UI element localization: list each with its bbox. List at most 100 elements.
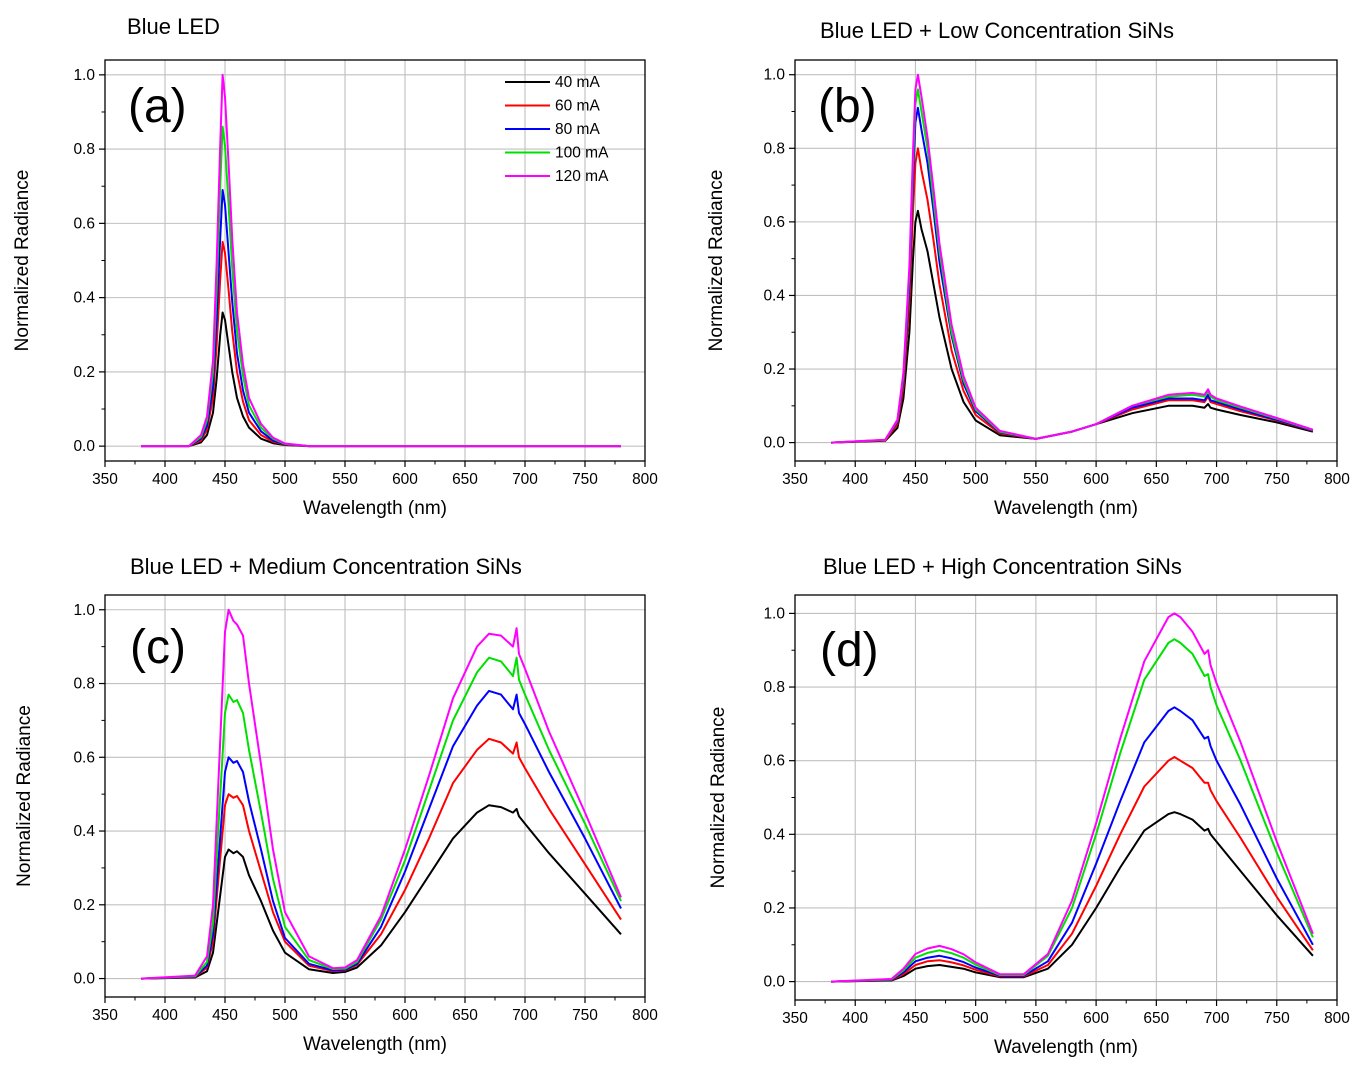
x-tick-label: 500 xyxy=(272,1007,298,1024)
chart-panel-2: 350 400 450 500 550 600 650 700 750 800 0.0 0.2 0.4 0… xyxy=(706,18,1350,519)
x-tick-label: 350 xyxy=(782,1010,808,1027)
x-tick-label: 650 xyxy=(1143,471,1169,488)
y-axis-label: Normalized Radiance xyxy=(708,707,729,889)
x-tick-label: 750 xyxy=(572,471,598,488)
panel-label: (b) xyxy=(818,80,877,133)
y-tick-label: 0.8 xyxy=(763,140,785,157)
y-tick-label: 0.6 xyxy=(73,749,95,766)
chart-title: Blue LED + High Concentration SiNs xyxy=(823,554,1182,579)
panel-label: (a) xyxy=(128,80,187,133)
series-line-120-ma xyxy=(141,73,621,448)
x-tick-label: 600 xyxy=(392,471,418,488)
panel-label: (c) xyxy=(130,621,186,674)
series-line-120-ma xyxy=(140,608,622,980)
x-tick-label: 350 xyxy=(92,1007,118,1024)
x-tick-label: 650 xyxy=(1143,1010,1169,1027)
x-tick-label: 550 xyxy=(1023,471,1049,488)
y-tick-label: 0.4 xyxy=(763,826,785,843)
x-tick-label: 750 xyxy=(1264,1010,1290,1027)
series-line-60-ma xyxy=(831,756,1314,983)
x-tick-label: 600 xyxy=(1083,471,1109,488)
x-tick-label: 400 xyxy=(152,471,178,488)
series-line-40-ma xyxy=(831,209,1314,444)
x-tick-label: 500 xyxy=(272,471,298,488)
x-tick-label: 600 xyxy=(1083,1010,1109,1027)
y-tick-label: 0.2 xyxy=(73,897,95,914)
series-line-40-ma xyxy=(831,811,1314,983)
x-tick-label: 450 xyxy=(212,471,238,488)
y-tick-label: 1.0 xyxy=(73,67,95,84)
x-tick-label: 800 xyxy=(632,471,658,488)
chart-title: Blue LED + Medium Concentration SiNs xyxy=(130,554,522,579)
x-tick-label: 550 xyxy=(332,1007,358,1024)
x-tick-label: 450 xyxy=(903,471,929,488)
x-tick-label: 750 xyxy=(1264,471,1290,488)
series-line-40-ma xyxy=(140,804,622,980)
x-axis-label: Wavelength (nm) xyxy=(994,498,1138,519)
x-tick-label: 400 xyxy=(842,1010,868,1027)
x-tick-label: 700 xyxy=(1204,1010,1230,1027)
y-tick-label: 0.4 xyxy=(763,287,785,304)
x-tick-label: 650 xyxy=(452,471,478,488)
y-tick-label: 0.6 xyxy=(73,215,95,232)
y-tick-label: 0.2 xyxy=(73,364,95,381)
x-tick-label: 750 xyxy=(572,1007,598,1024)
legend-label: 120 mA xyxy=(555,168,609,185)
x-tick-label: 700 xyxy=(512,471,538,488)
y-axis-label: Normalized Radiance xyxy=(14,705,35,887)
chart-panel-1: 350 400 450 500 550 600 650 700 750 800 0.0 0.2 0.4 0… xyxy=(12,14,658,519)
x-tick-label: 400 xyxy=(842,471,868,488)
y-tick-label: 0.8 xyxy=(73,676,95,693)
legend: 40 mA 60 mA 80 mA 100 mA 120 mA xyxy=(505,74,609,185)
x-tick-label: 450 xyxy=(903,1010,929,1027)
legend-label: 80 mA xyxy=(555,121,600,138)
y-tick-label: 0.0 xyxy=(763,974,785,991)
x-tick-label: 600 xyxy=(392,1007,418,1024)
x-tick-label: 550 xyxy=(1023,1010,1049,1027)
y-tick-label: 0.0 xyxy=(763,435,785,452)
y-tick-label: 0.8 xyxy=(73,141,95,158)
series-line-100-ma xyxy=(831,638,1314,983)
x-tick-label: 500 xyxy=(963,471,989,488)
chart-panel-3: 350 400 450 500 550 600 650 700 750 800 0.0 0.2 0.4 0… xyxy=(14,554,658,1055)
chart-title: Blue LED + Low Concentration SiNs xyxy=(820,18,1174,43)
x-tick-label: 700 xyxy=(1204,471,1230,488)
x-tick-label: 700 xyxy=(512,1007,538,1024)
series-line-120-ma xyxy=(831,612,1314,983)
series-line-80-ma xyxy=(831,706,1314,983)
x-tick-label: 350 xyxy=(782,471,808,488)
y-tick-label: 0.6 xyxy=(763,753,785,770)
x-tick-label: 550 xyxy=(332,471,358,488)
y-tick-label: 0.0 xyxy=(73,438,95,455)
legend-label: 60 mA xyxy=(555,98,600,115)
legend-label: 40 mA xyxy=(555,74,600,91)
x-tick-label: 800 xyxy=(1324,1010,1350,1027)
y-tick-label: 1.0 xyxy=(73,602,95,619)
y-tick-label: 1.0 xyxy=(763,67,785,84)
x-axis-label: Wavelength (nm) xyxy=(994,1037,1138,1058)
y-tick-label: 0.6 xyxy=(763,214,785,231)
series-line-80-ma xyxy=(140,689,622,980)
x-tick-label: 800 xyxy=(632,1007,658,1024)
y-axis-label: Normalized Radiance xyxy=(706,170,727,352)
chart-title: Blue LED xyxy=(127,14,220,39)
y-axis-label: Normalized Radiance xyxy=(12,170,33,352)
legend-label: 100 mA xyxy=(555,145,609,162)
y-tick-label: 0.8 xyxy=(763,679,785,696)
x-tick-label: 500 xyxy=(963,1010,989,1027)
y-tick-label: 1.0 xyxy=(763,605,785,622)
series-line-60-ma xyxy=(140,737,622,980)
x-tick-label: 650 xyxy=(452,1007,478,1024)
y-tick-label: 0.2 xyxy=(763,361,785,378)
y-tick-label: 0.0 xyxy=(73,971,95,988)
panel-label: (d) xyxy=(820,624,879,677)
x-axis-label: Wavelength (nm) xyxy=(303,1034,447,1055)
x-tick-label: 350 xyxy=(92,471,118,488)
series-line-120-ma xyxy=(831,73,1314,444)
y-tick-label: 0.4 xyxy=(73,290,95,307)
x-tick-label: 800 xyxy=(1324,471,1350,488)
x-tick-label: 450 xyxy=(212,1007,238,1024)
x-tick-label: 400 xyxy=(152,1007,178,1024)
y-tick-label: 0.2 xyxy=(763,900,785,917)
